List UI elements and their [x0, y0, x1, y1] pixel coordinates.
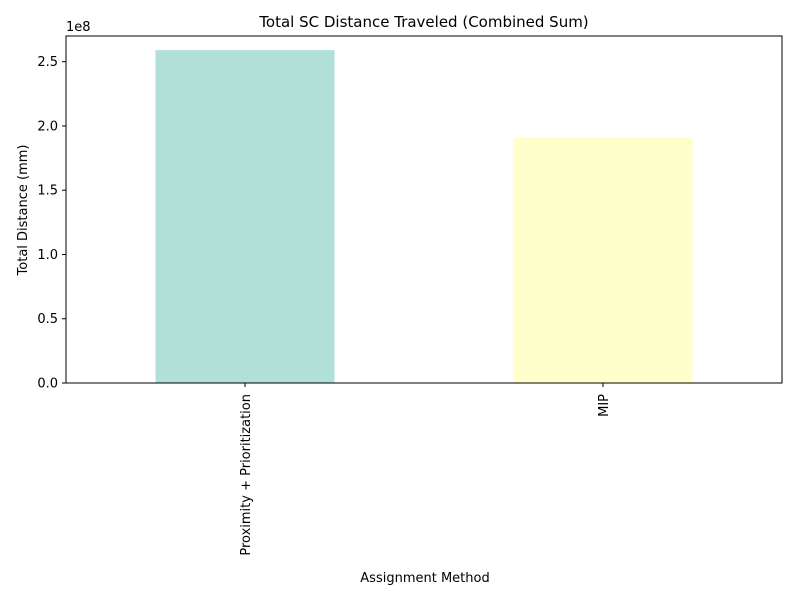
- chart-title: Total SC Distance Traveled (Combined Sum…: [258, 13, 588, 31]
- plot-frame: [65, 35, 783, 384]
- y-tick-label-0: 0.0: [37, 377, 58, 392]
- x-tick-label-1: MIP: [597, 394, 612, 417]
- x-axis-label: Assignment Method: [360, 571, 489, 586]
- x-tick-label-0: Proximity + Prioritization: [239, 394, 254, 556]
- y-tick-label-1: 0.5: [37, 312, 58, 327]
- y-tick-label-2: 1.0: [37, 248, 58, 263]
- y-tick-label-4: 2.0: [37, 119, 58, 134]
- bars-group: [155, 50, 693, 384]
- x-axis: Proximity + Prioritization MIP: [239, 383, 612, 556]
- y-tick-label-5: 2.5: [37, 55, 58, 70]
- y-tick-label-3: 1.5: [37, 184, 58, 199]
- y-axis: 0.0 0.5 1.0 1.5 2.0 2.5: [37, 55, 66, 392]
- bar-1: [513, 137, 693, 383]
- y-axis-label: Total Distance (mm): [16, 145, 31, 277]
- bar-0: [155, 50, 335, 384]
- y-axis-offset-label: 1e8: [66, 20, 91, 35]
